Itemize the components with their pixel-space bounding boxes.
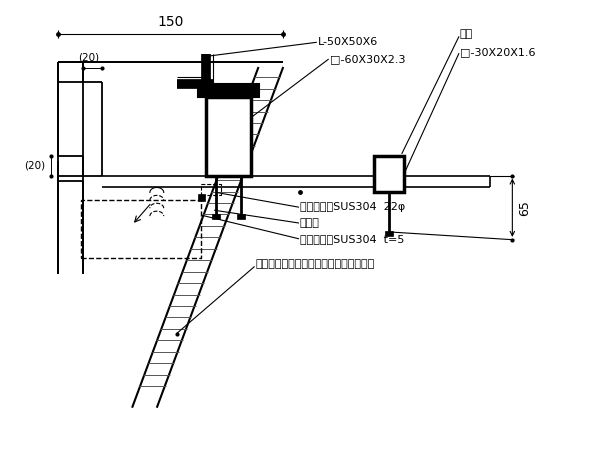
Text: □-30X20X1.6: □-30X20X1.6 <box>460 47 536 57</box>
Bar <box>81 200 201 257</box>
Text: (20): (20) <box>78 52 99 62</box>
Text: ステンレスSUS304  22φ: ステンレスSUS304 22φ <box>300 202 405 212</box>
Text: □-60X30X2.3: □-60X30X2.3 <box>329 54 405 64</box>
Bar <box>206 97 251 176</box>
Bar <box>201 184 221 195</box>
Text: 溶接: 溶接 <box>460 29 473 40</box>
Bar <box>198 84 259 97</box>
Text: コンクリート打放しの上（指定仕上材）: コンクリート打放しの上（指定仕上材） <box>256 260 375 270</box>
Text: L-50X50X6: L-50X50X6 <box>318 37 378 47</box>
Text: 止め材: 止め材 <box>300 218 320 228</box>
Text: (20): (20) <box>24 161 45 171</box>
Bar <box>198 194 205 201</box>
Bar <box>374 156 404 193</box>
Text: 65: 65 <box>518 200 531 216</box>
Bar <box>237 214 245 219</box>
Bar <box>212 214 220 219</box>
Text: 150: 150 <box>157 15 184 29</box>
Bar <box>385 231 393 236</box>
Text: ステンレスSUS304  t=5: ステンレスSUS304 t=5 <box>300 234 404 244</box>
